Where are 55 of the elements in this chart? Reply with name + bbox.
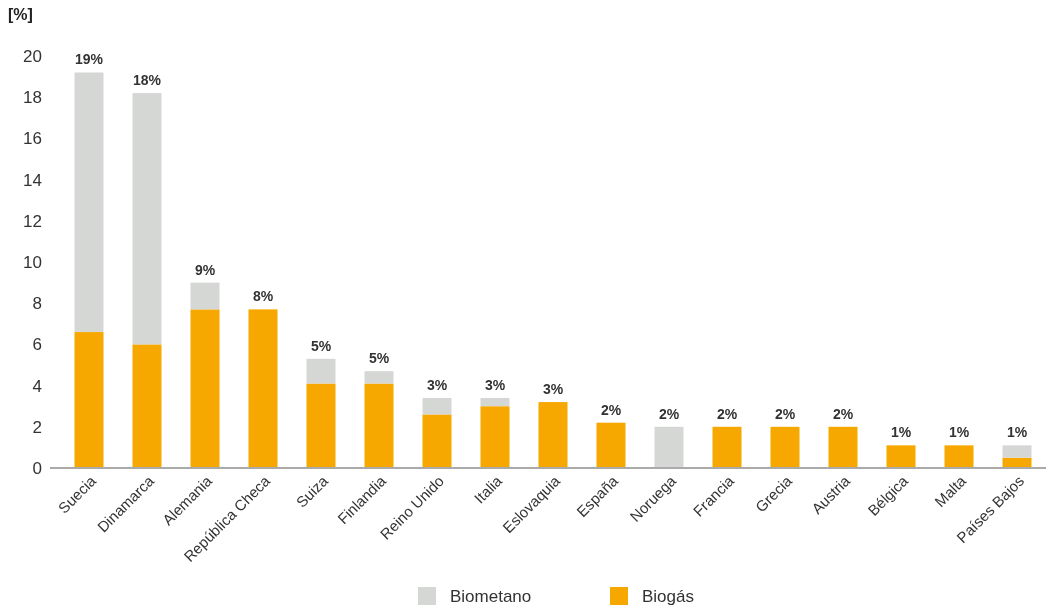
y-axis-title: [%]: [8, 6, 33, 23]
bar: [248, 309, 278, 468]
total-label: 19%: [74, 51, 104, 68]
y-tick-label: 6: [32, 335, 42, 355]
total-label: 2%: [716, 405, 738, 422]
bar: [74, 72, 104, 333]
total-label: 3%: [484, 376, 506, 393]
bar: [306, 358, 336, 384]
bar: [132, 344, 162, 468]
bar: [422, 397, 452, 415]
total-label: 2%: [774, 405, 796, 422]
bar: [596, 422, 626, 468]
total-label: 1%: [890, 424, 912, 441]
total-label: 5%: [310, 337, 332, 354]
y-tick-label: 0: [32, 458, 42, 478]
bar: [132, 93, 162, 345]
bar: [364, 371, 394, 384]
bar: [422, 414, 452, 468]
total-label: 1%: [1006, 424, 1028, 441]
total-label: 9%: [194, 261, 216, 278]
bar: [770, 426, 800, 468]
y-tick-label: 8: [32, 294, 42, 314]
legend-label: Biogás: [642, 586, 694, 606]
y-tick-label: 18: [23, 88, 42, 108]
y-tick-label: 4: [32, 376, 42, 396]
bar: [480, 397, 510, 407]
bar: [74, 332, 104, 468]
bar: [538, 402, 568, 468]
total-label: 8%: [252, 288, 274, 305]
bar: [712, 426, 742, 468]
y-tick-label: 14: [23, 170, 42, 190]
total-label: 3%: [542, 381, 564, 398]
total-label: 18%: [132, 72, 162, 89]
y-tick-label: 10: [23, 252, 42, 272]
bar: [190, 282, 220, 310]
bar: [886, 445, 916, 468]
bar: [944, 445, 974, 468]
bar: [364, 383, 394, 468]
total-label: 3%: [426, 376, 448, 393]
bar: [828, 426, 858, 468]
y-tick-label: 20: [23, 46, 42, 66]
bar: [190, 309, 220, 468]
y-tick-label: 2: [32, 417, 42, 437]
legend-label: Biometano: [450, 586, 532, 606]
bar: [480, 406, 510, 468]
total-label: 2%: [832, 405, 854, 422]
total-label: 2%: [658, 405, 680, 422]
y-tick-label: 16: [23, 129, 42, 149]
bar: [1002, 445, 1032, 458]
y-tick-label: 12: [23, 211, 42, 231]
total-label: 5%: [368, 350, 390, 367]
total-label: 2%: [600, 401, 622, 418]
bar: [306, 383, 336, 468]
bar: [654, 426, 684, 468]
total-label: 1%: [948, 424, 970, 441]
